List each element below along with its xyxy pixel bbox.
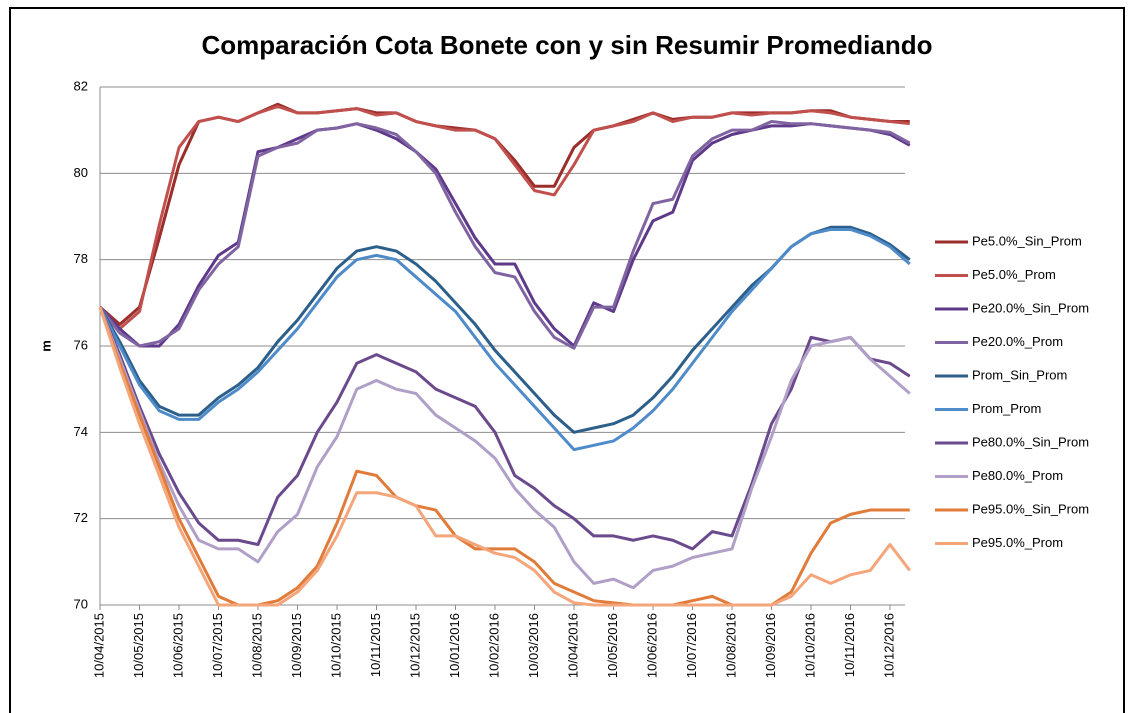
series-line bbox=[98, 306, 911, 607]
x-tick-label: 10/11/2016 bbox=[842, 613, 857, 677]
series-line bbox=[98, 227, 911, 452]
legend-label: Pe95.0%_Prom bbox=[972, 535, 1063, 550]
y-tick-label: 70 bbox=[74, 596, 88, 611]
legend-label: Pe5.0%_Sin_Prom bbox=[972, 233, 1082, 248]
y-tick-label: 80 bbox=[74, 165, 88, 180]
legend-label: Pe20.0%_Prom bbox=[972, 334, 1063, 349]
legend-label: Pe80.0%_Sin_Prom bbox=[972, 434, 1089, 449]
x-tick-label: 10/07/2015 bbox=[210, 613, 225, 678]
x-tick-label: 10/02/2016 bbox=[486, 613, 501, 678]
x-tick-label: 10/09/2015 bbox=[289, 613, 304, 678]
x-tick-label: 10/05/2015 bbox=[131, 613, 146, 678]
x-tick-label: 10/06/2016 bbox=[644, 613, 659, 678]
x-tick-label: 10/04/2016 bbox=[565, 613, 580, 678]
series-line bbox=[98, 306, 911, 590]
legend-label: Pe80.0%_Prom bbox=[972, 468, 1063, 483]
y-tick-label: 78 bbox=[74, 251, 88, 266]
y-tick-label: 72 bbox=[74, 510, 88, 525]
series-line bbox=[98, 120, 911, 350]
series-line bbox=[98, 104, 910, 331]
x-tick-label: 10/10/2016 bbox=[802, 613, 817, 678]
series-line bbox=[98, 306, 911, 551]
x-tick-label: 10/10/2015 bbox=[328, 613, 343, 678]
chart-frame bbox=[9, 7, 1125, 713]
x-tick-label: 10/08/2015 bbox=[249, 613, 264, 678]
x-tick-label: 10/03/2016 bbox=[526, 613, 541, 678]
legend-label: Pe95.0%_Sin_Prom bbox=[972, 501, 1089, 516]
x-tick-label: 10/07/2016 bbox=[684, 613, 699, 678]
y-axis-label: m bbox=[38, 340, 53, 352]
x-tick-label: 10/11/2015 bbox=[368, 613, 383, 677]
chart-title: Comparación Cota Bonete con y sin Resumi… bbox=[201, 30, 932, 60]
series-line bbox=[98, 122, 911, 348]
x-tick-label: 10/12/2016 bbox=[881, 613, 896, 678]
y-tick-label: 76 bbox=[74, 337, 88, 352]
x-tick-label: 10/12/2015 bbox=[407, 613, 422, 678]
y-tick-label: 82 bbox=[74, 78, 88, 93]
x-tick-label: 10/01/2016 bbox=[447, 613, 462, 678]
y-tick-label: 74 bbox=[74, 424, 88, 439]
legend-label: Prom_Sin_Prom bbox=[972, 367, 1067, 382]
x-tick-label: 10/04/2015 bbox=[91, 613, 106, 678]
x-tick-label: 10/05/2016 bbox=[605, 613, 620, 678]
legend-label: Prom_Prom bbox=[972, 401, 1041, 416]
x-tick-label: 10/09/2016 bbox=[763, 613, 778, 678]
x-tick-label: 10/06/2015 bbox=[170, 613, 185, 678]
x-tick-label: 10/08/2016 bbox=[723, 613, 738, 678]
legend-label: Pe20.0%_Sin_Prom bbox=[972, 300, 1089, 315]
legend-label: Pe5.0%_Prom bbox=[972, 267, 1056, 282]
